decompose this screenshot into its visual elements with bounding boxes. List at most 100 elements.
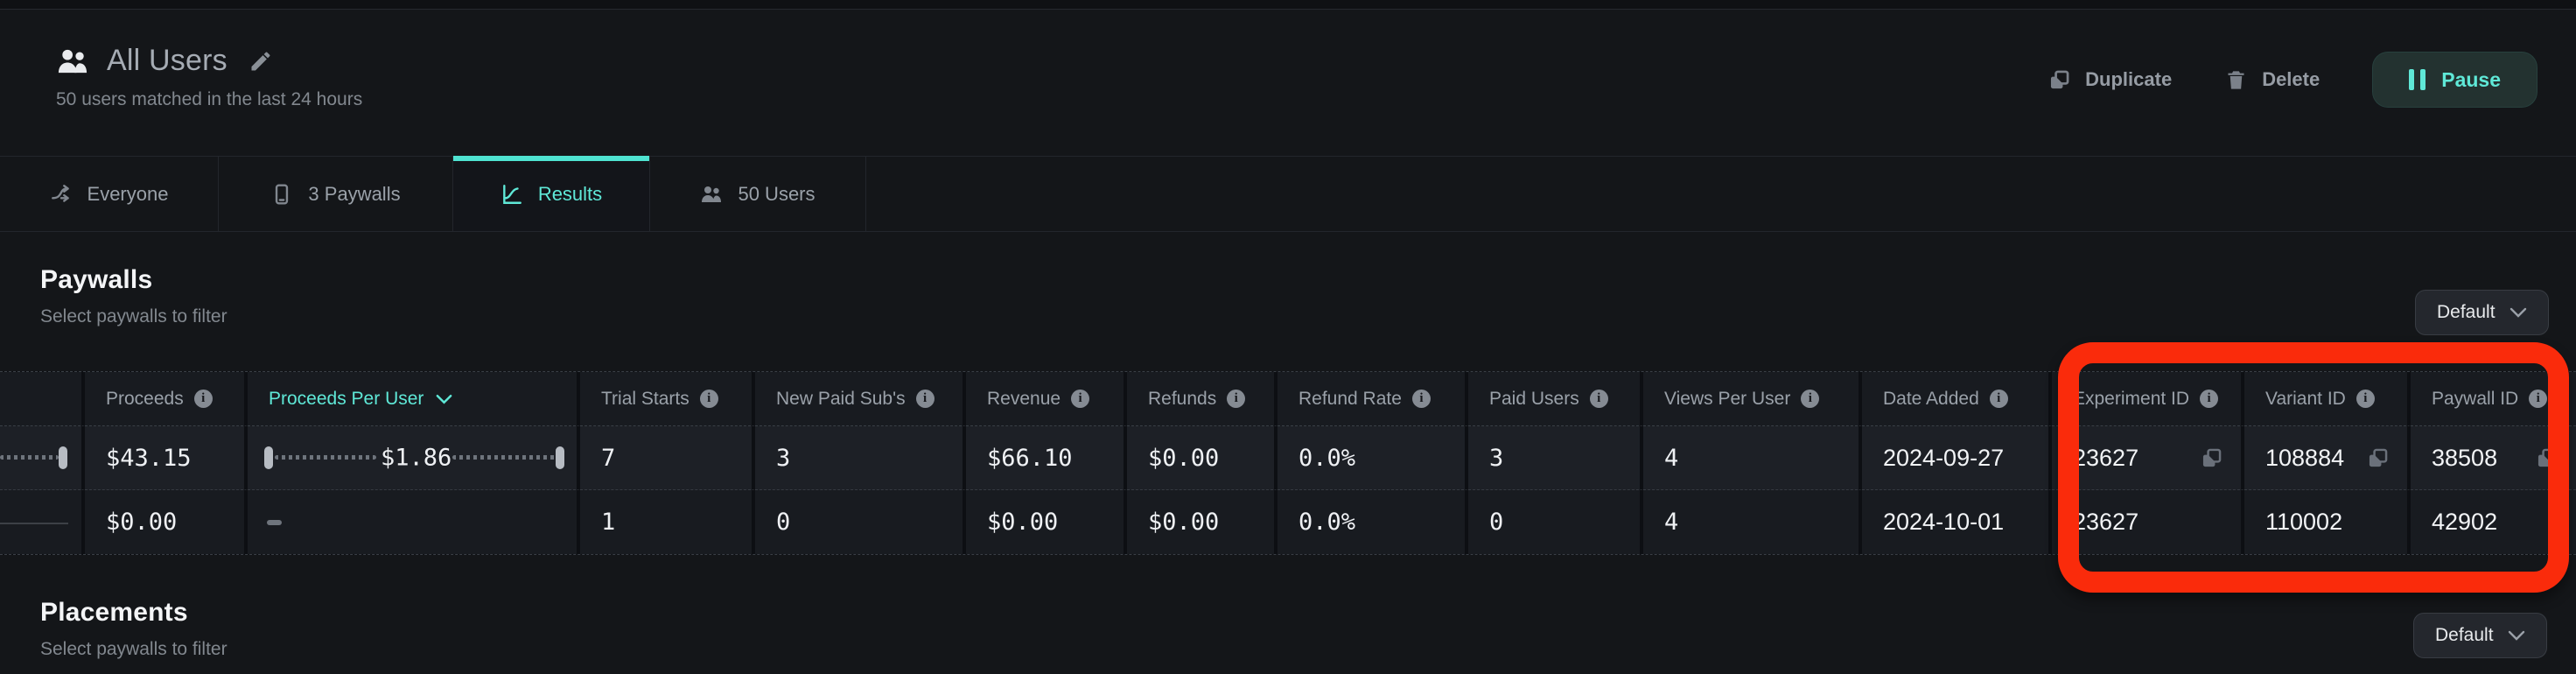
cell-paid-users: 0	[1489, 509, 1504, 536]
cell-variant-id: 108884	[2244, 426, 2411, 490]
table-row: $43.15 $1.86 7 3 $66.10 $0.00 0.0% 3 4 2…	[0, 426, 2576, 490]
pause-label: Pause	[2441, 67, 2501, 91]
cell-variant-id: 110002	[2265, 509, 2343, 535]
header-date-added[interactable]: Date Added i	[1862, 372, 2052, 426]
header-trial-starts[interactable]: Trial Starts i	[580, 372, 755, 426]
users-icon	[58, 49, 88, 73]
pause-icon	[2409, 69, 2426, 90]
tab-results-label: Results	[537, 182, 603, 205]
placements-filter-value: Default	[2435, 625, 2494, 645]
overflow-slider-lane[interactable]	[0, 426, 85, 490]
info-icon[interactable]: i	[915, 390, 934, 408]
cell-views-per-user: 4	[1664, 444, 1679, 472]
copy-icon[interactable]	[2200, 446, 2223, 470]
header-new-paid-subs[interactable]: New Paid Sub's i	[755, 372, 966, 426]
info-icon[interactable]: i	[1227, 390, 1246, 408]
tab-paywalls[interactable]: 3 Paywalls	[219, 157, 453, 231]
cell-views-per-user: 4	[1664, 509, 1679, 536]
info-icon[interactable]: i	[193, 390, 213, 408]
slider-handle-min[interactable]	[264, 446, 273, 469]
header-refund-rate[interactable]: Refund Rate i	[1278, 372, 1468, 426]
cell-paywall-id: 42902	[2432, 509, 2498, 535]
info-icon[interactable]: i	[1589, 390, 1608, 408]
table-row: $0.00 1 0 $0.00 $0.00 0.0% 0 4 2024-10-0…	[0, 490, 2576, 554]
page-title: All Users	[107, 44, 228, 77]
header-proceeds-per-user[interactable]: Proceeds Per User	[248, 372, 580, 426]
tab-paywalls-label: 3 Paywalls	[308, 182, 401, 205]
window-top-edge	[0, 0, 2576, 10]
overflow-slider-lane[interactable]	[0, 490, 85, 554]
edit-title-icon[interactable]	[248, 49, 273, 74]
cell-new-paid-subs: 0	[776, 509, 791, 536]
delete-button[interactable]: Delete	[2224, 68, 2320, 92]
cell-paywall-id: 38508	[2411, 426, 2576, 490]
cell-date-added: 2024-10-01	[1883, 509, 2005, 535]
info-icon[interactable]: i	[1411, 390, 1431, 408]
chart-line-icon	[502, 184, 522, 204]
cell-revenue: $0.00	[987, 509, 1059, 536]
chevron-down-icon	[2510, 307, 2526, 318]
table-header-row: Proceeds i Proceeds Per User Trial Start…	[0, 372, 2576, 426]
header-variant-id[interactable]: Variant ID i	[2244, 372, 2411, 426]
header-views-per-user[interactable]: Views Per User i	[1643, 372, 1862, 426]
info-icon[interactable]: i	[1989, 390, 2008, 408]
header-paid-users[interactable]: Paid Users i	[1468, 372, 1643, 426]
tab-results[interactable]: Results	[453, 156, 650, 231]
slider-value-label: $1.86	[381, 444, 452, 472]
cell-proceeds: $43.15	[85, 426, 248, 490]
tab-bar: Everyone 3 Paywalls Results 50 Users	[0, 156, 2576, 232]
header-slider-lane	[0, 372, 85, 426]
copy-icon[interactable]	[2535, 446, 2558, 470]
header-paywall-id[interactable]: Paywall ID i	[2411, 372, 2576, 426]
delete-label: Delete	[2262, 68, 2320, 90]
tab-everyone[interactable]: Everyone	[0, 157, 219, 231]
cell-paid-users: 3	[1489, 444, 1504, 472]
header-proceeds[interactable]: Proceeds i	[85, 372, 248, 426]
paywalls-filter-dropdown[interactable]: Default	[2415, 290, 2549, 335]
proceeds-per-user-range-slider[interactable]	[248, 490, 580, 554]
info-icon[interactable]: i	[1801, 390, 1820, 408]
trash-icon	[2228, 70, 2244, 89]
cell-refunds: $0.00	[1148, 444, 1220, 472]
header-revenue[interactable]: Revenue i	[966, 372, 1127, 426]
placements-section-title: Placements	[40, 598, 188, 627]
proceeds-per-user-range-slider[interactable]: $1.86	[248, 426, 580, 490]
info-icon[interactable]: i	[2200, 390, 2219, 408]
cell-refunds: $0.00	[1148, 509, 1220, 536]
cell-experiment-id: 23627	[2052, 426, 2244, 490]
cell-new-paid-subs: 3	[776, 444, 791, 472]
cell-experiment-id: 23627	[2073, 509, 2139, 535]
cell-date-added: 2024-09-27	[1883, 444, 2005, 471]
info-icon[interactable]: i	[2529, 390, 2548, 408]
paywalls-section-title: Paywalls	[40, 265, 153, 294]
tab-users-label: 50 Users	[738, 182, 816, 205]
tab-everyone-label: Everyone	[87, 182, 169, 205]
tab-users[interactable]: 50 Users	[650, 157, 866, 231]
info-icon[interactable]: i	[1071, 390, 1090, 408]
pause-button[interactable]: Pause	[2372, 52, 2538, 108]
copy-icon[interactable]	[2366, 446, 2390, 470]
chevron-down-icon	[2508, 630, 2524, 641]
cell-proceeds: $0.00	[85, 490, 248, 554]
info-icon[interactable]: i	[2356, 390, 2375, 408]
header-experiment-id[interactable]: Experiment ID i	[2052, 372, 2244, 426]
duplicate-icon	[2051, 70, 2069, 88]
cell-trial-starts: 1	[601, 509, 616, 536]
cell-trial-starts: 7	[601, 444, 616, 472]
paywalls-section-subtitle: Select paywalls to filter	[40, 306, 228, 326]
phone-icon	[276, 184, 289, 204]
duplicate-button[interactable]: Duplicate	[2048, 68, 2172, 92]
audience-subtitle: 50 users matched in the last 24 hours	[56, 89, 363, 109]
duplicate-label: Duplicate	[2085, 68, 2173, 90]
slider-handle[interactable]	[59, 446, 67, 469]
results-table: Proceeds i Proceeds Per User Trial Start…	[0, 371, 2576, 555]
cell-revenue: $66.10	[987, 444, 1073, 472]
cell-refund-rate: 0.0%	[1298, 444, 1356, 472]
slider-handle-max[interactable]	[556, 446, 564, 469]
header-actions: Duplicate Delete Pause	[2048, 51, 2538, 109]
users-icon	[702, 186, 722, 202]
info-icon[interactable]: i	[699, 390, 718, 408]
paywalls-filter-value: Default	[2437, 302, 2496, 322]
header-refunds[interactable]: Refunds i	[1127, 372, 1278, 426]
placements-filter-dropdown[interactable]: Default	[2413, 613, 2547, 658]
